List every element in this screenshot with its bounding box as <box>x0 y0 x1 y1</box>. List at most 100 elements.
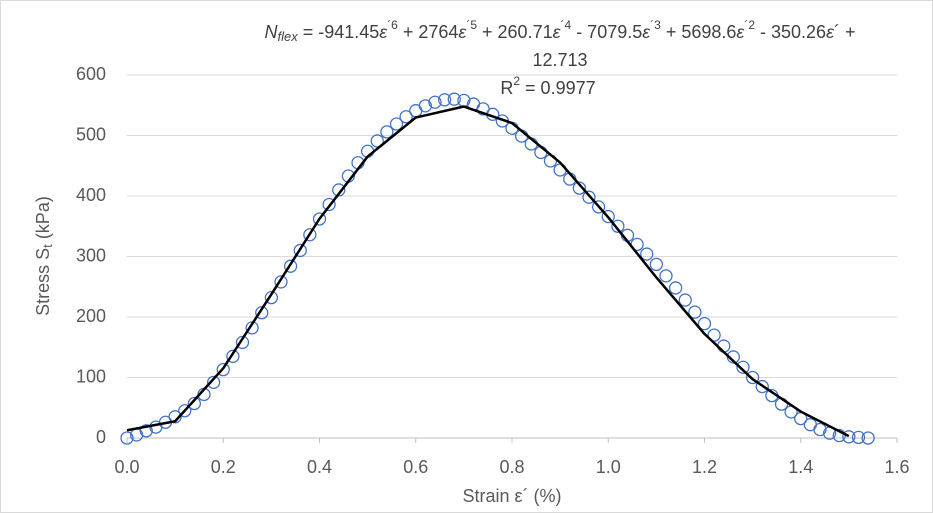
data-point <box>659 269 673 283</box>
grid <box>126 74 898 443</box>
text-segment: ´ + <box>834 22 856 42</box>
x-tick-label: 1.6 <box>884 457 909 477</box>
data-point <box>312 212 327 226</box>
y-axis-title: Stress St (kPa) <box>33 196 56 316</box>
data-point <box>688 305 702 319</box>
data-point <box>293 243 307 258</box>
data-point <box>697 317 712 331</box>
data-point <box>389 117 404 131</box>
text-segment: - 350.26 <box>755 22 826 42</box>
y-tick-label: 500 <box>76 124 106 144</box>
text-segment: ´5 <box>466 18 477 32</box>
text-segment: 2 <box>513 74 520 88</box>
data-point <box>235 335 250 350</box>
data-point <box>601 209 615 224</box>
text-segment: = -941.45 <box>298 22 380 42</box>
data-point <box>303 228 317 242</box>
x-axis-title: Strain ε´ (%) <box>462 486 561 506</box>
data-point <box>399 110 413 124</box>
data-point <box>322 197 336 212</box>
x-tick-label: 0.0 <box>114 457 139 477</box>
y-tick-label: 200 <box>76 306 106 326</box>
data-point <box>226 349 240 363</box>
data-point <box>168 410 182 424</box>
data-point <box>745 370 760 385</box>
text-segment: ε <box>458 22 467 42</box>
data-point <box>640 247 654 261</box>
y-tick-label: 0 <box>96 427 106 447</box>
text-segment: 12.713 <box>532 50 587 70</box>
x-tick-label: 1.0 <box>596 457 621 477</box>
data-point <box>678 293 692 307</box>
data-point <box>591 200 606 214</box>
data-point <box>572 181 587 195</box>
trendline-equation: 12.713 <box>532 50 587 70</box>
y-tick-label: 300 <box>76 245 106 265</box>
text-segment: (kPa) <box>33 196 53 244</box>
data-point <box>861 431 875 445</box>
data-point <box>187 396 202 411</box>
data-point <box>582 190 596 204</box>
text-segment: ´2 <box>744 18 755 32</box>
text-segment: ´3 <box>650 18 661 32</box>
text-segment: + 260.71 <box>477 22 553 42</box>
x-tick-label: 1.4 <box>788 457 813 477</box>
data-point <box>139 424 153 438</box>
data-point <box>437 93 452 107</box>
data-point <box>418 99 433 113</box>
x-tick-label: 1.2 <box>692 457 717 477</box>
text-segment: ε <box>642 22 651 42</box>
text-segment: ε <box>379 22 388 42</box>
data-point <box>274 275 288 289</box>
text-segment: = 0.9977 <box>520 78 596 98</box>
text-segment: N <box>264 22 278 42</box>
data-point <box>120 431 134 445</box>
data-point <box>707 328 721 342</box>
text-segment: flex <box>277 29 298 44</box>
trendline <box>126 105 850 438</box>
y-tick-label: 600 <box>76 64 106 84</box>
data-point <box>370 134 384 148</box>
data-point <box>842 430 856 444</box>
y-tick-label: 400 <box>76 185 106 205</box>
trendline-equation: R2 = 0.9977 <box>500 74 595 98</box>
text-segment: ´6 <box>387 18 398 32</box>
y-tick-label: 100 <box>76 366 106 386</box>
text-segment: - 7079.5 <box>571 22 642 42</box>
data-point <box>255 306 269 320</box>
data-point <box>649 257 664 272</box>
text-segment: R <box>500 78 513 98</box>
text-segment: ε <box>736 22 745 42</box>
trendline-equation: Nflex = -941.45ε´6 + 2764ε´5 + 260.71ε´4… <box>264 18 855 44</box>
x-tick-label: 0.6 <box>403 457 428 477</box>
text-segment: Strain ε´ (%) <box>462 486 561 506</box>
data-point <box>428 95 442 109</box>
data-point <box>851 430 866 445</box>
data-point <box>755 379 769 394</box>
plot-area <box>120 92 875 445</box>
data-point <box>380 125 394 139</box>
text-segment: ε <box>826 22 835 42</box>
data-point <box>332 183 346 197</box>
text-segment: ε <box>553 22 562 42</box>
text-segment: + 2764 <box>398 22 459 42</box>
data-point <box>813 422 827 437</box>
data-point <box>736 360 750 374</box>
text-segment: ´4 <box>561 18 572 32</box>
data-point <box>216 362 230 377</box>
labels: 0 100 200 300 400 500 600 0.0 0.2 0.4 0.6 0.8 1.0 1.2… <box>33 18 910 506</box>
data-point <box>206 375 221 389</box>
data-point <box>447 92 461 106</box>
x-tick-label: 0.2 <box>211 457 236 477</box>
data-point <box>264 290 279 305</box>
text-segment: t <box>40 244 55 248</box>
data-point <box>178 404 192 418</box>
x-tick-label: 0.4 <box>307 457 332 477</box>
data-point <box>283 259 298 273</box>
x-tick-label: 0.8 <box>499 457 524 477</box>
text-segment: Stress S <box>33 248 53 316</box>
data-point <box>668 281 683 295</box>
data-point <box>611 219 625 233</box>
text-segment: + 5698.6 <box>661 22 737 42</box>
